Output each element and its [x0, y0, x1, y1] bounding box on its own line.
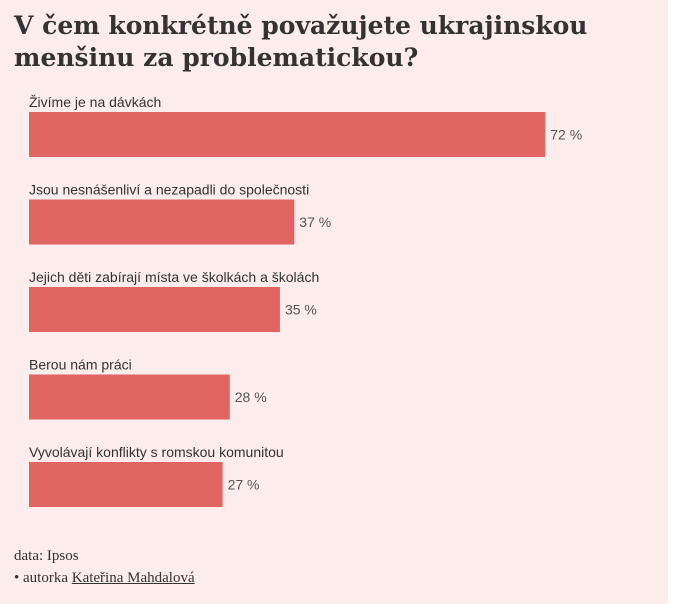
footer: data: Ipsos • autorka Kateřina Mahdalová — [14, 545, 195, 589]
author-prefix: • autorka — [14, 570, 68, 586]
bar — [29, 287, 280, 332]
value-label: 72 % — [550, 127, 582, 143]
bar — [29, 462, 223, 507]
source-text: data: Ipsos — [14, 548, 79, 564]
category-label: Živíme je na dávkách — [29, 94, 161, 110]
bar — [29, 199, 295, 245]
value-label: 37 % — [299, 214, 331, 230]
value-label: 28 % — [235, 389, 267, 405]
bar — [29, 374, 230, 420]
category-label: Jsou nesnášenliví a nezapadli do společn… — [29, 182, 309, 198]
category-label: Berou nám práci — [29, 357, 132, 373]
author-line: • autorka Kateřina Mahdalová — [14, 567, 195, 589]
category-label: Vyvolávají konflikty s romskou komunitou — [29, 444, 284, 460]
bar-chart: Živíme je na dávkách 72 % Jsou nesnášenliv… — [29, 94, 582, 507]
author-link[interactable]: Kateřina Mahdalová — [71, 570, 195, 586]
chart-title: V čem konkrétně považujete ukrajinskou m… — [14, 11, 588, 72]
value-label: 35 % — [285, 302, 317, 318]
value-label: 27 % — [228, 477, 260, 493]
bar — [29, 112, 546, 157]
category-label: Jejich děti zabírají místa ve školkách a… — [29, 269, 319, 285]
